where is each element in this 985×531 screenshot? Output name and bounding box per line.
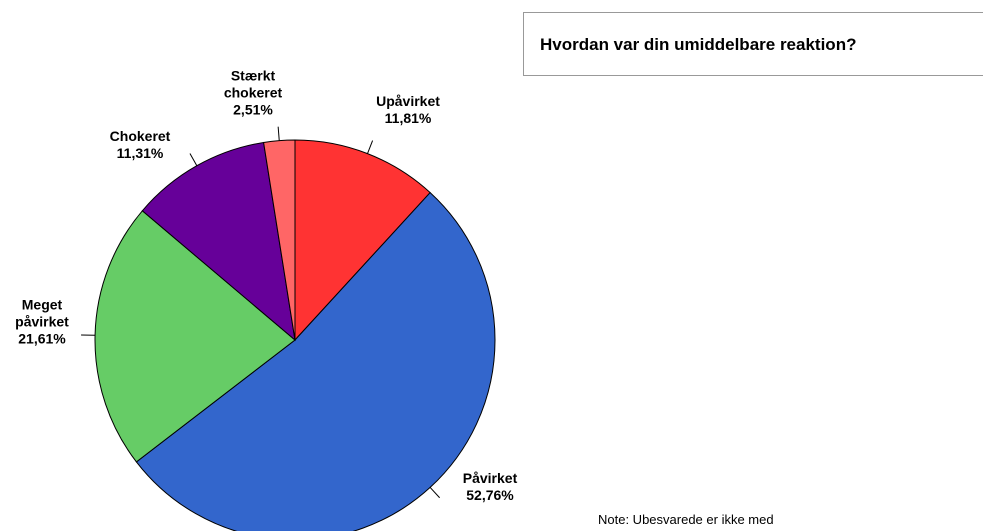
note: Note: Ubesvarede er ikke med	[598, 512, 774, 527]
pie-slice	[294, 139, 431, 342]
title-box: Hvordan var din umiddelbare reaktion?	[523, 12, 983, 76]
pie-slice	[94, 210, 296, 463]
value-label: 21,61%	[18, 330, 66, 347]
category-label: Upåvirket	[376, 93, 440, 109]
slice-label: Påvirket 52,76%	[430, 470, 550, 504]
value-label: 11,31%	[116, 145, 164, 161]
chart-title: Hvordan var din umiddelbare reaktion?	[540, 35, 857, 54]
slice-label: Meget påvirket 21,61%	[2, 297, 82, 348]
slice-label: Chokeret 11,31%	[80, 128, 200, 162]
value-label: 11,81%	[384, 110, 432, 126]
value-label: 2,51%	[233, 101, 273, 118]
category-label: Meget påvirket	[15, 296, 69, 330]
slice-label: Upåvirket 11,81%	[348, 93, 468, 127]
leader-line	[189, 153, 198, 166]
pie-slice	[141, 141, 296, 342]
leader-line	[367, 140, 374, 154]
category-label: Påvirket	[462, 470, 518, 486]
pie-slice	[135, 191, 496, 531]
leader-line	[277, 126, 280, 141]
value-label: 52,76%	[466, 487, 514, 503]
category-label: Chokeret	[109, 128, 171, 144]
slice-label: Stærkt chokeret 2,51%	[213, 68, 293, 119]
leader-line	[429, 487, 440, 499]
category-label: Stærkt chokeret	[223, 67, 283, 101]
